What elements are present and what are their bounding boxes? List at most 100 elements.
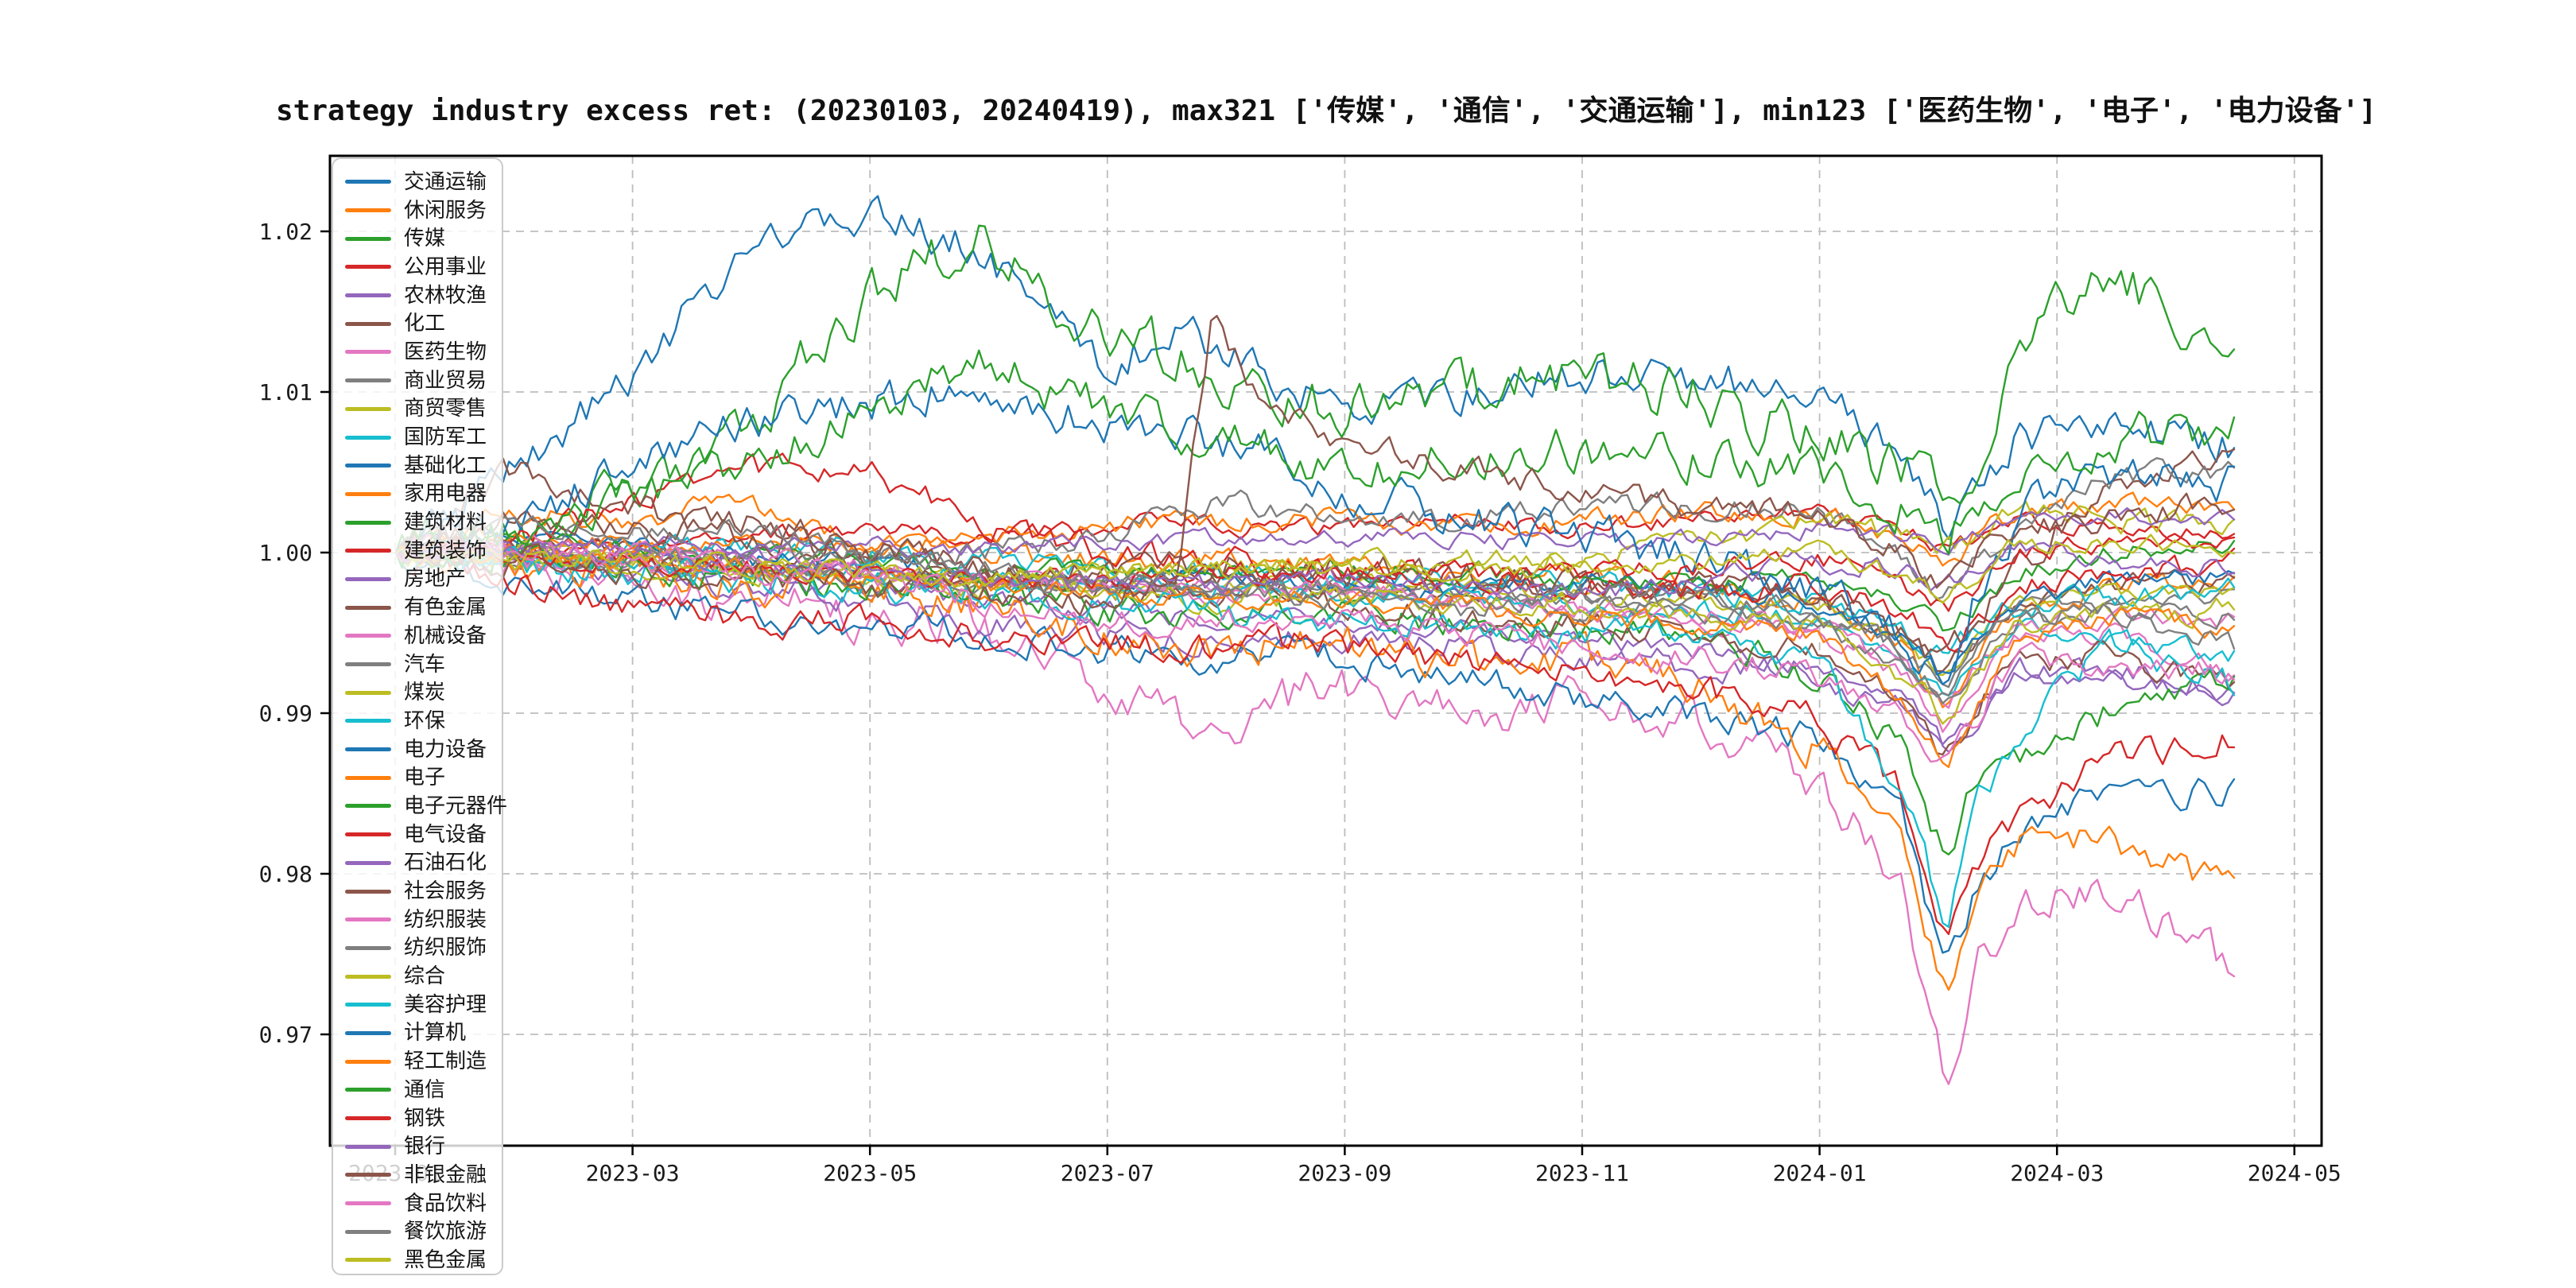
legend-swatch-line (345, 1229, 391, 1234)
legend-item: 电力设备 (333, 735, 502, 764)
x-tick-label: 2023-03 (586, 1160, 680, 1186)
series-line (394, 452, 2236, 653)
legend-swatch-line (345, 719, 391, 724)
series-line (394, 349, 2236, 568)
legend-item-label: 钢铁 (404, 1106, 446, 1131)
legend-swatch-line (345, 265, 391, 270)
series-line (394, 379, 2236, 676)
legend-item-label: 非银金融 (404, 1162, 487, 1187)
legend-item: 国防军工 (333, 423, 502, 452)
legend-item-label: 纺织服装 (404, 907, 487, 932)
legend-item: 商贸零售 (333, 395, 502, 424)
legend-swatch-line (345, 321, 391, 326)
legend-swatch-line (345, 435, 391, 440)
legend-item-label: 机械设备 (404, 623, 487, 648)
legend-swatch-line (345, 406, 391, 411)
legend-swatch-line (345, 662, 391, 667)
legend-swatch-line (345, 974, 391, 979)
legend-swatch-line (345, 860, 391, 865)
legend-swatch-line (345, 804, 391, 809)
legend-swatch-line (345, 634, 391, 638)
legend-item-label: 轻工制造 (404, 1049, 487, 1074)
legend-item: 建筑材料 (333, 508, 502, 537)
y-tick-label: 1.01 (259, 379, 312, 405)
legend-swatch-line (345, 1116, 391, 1121)
y-tick-label: 1.02 (259, 219, 312, 245)
legend-item-label: 国防军工 (404, 425, 487, 450)
legend-item: 非银金融 (333, 1161, 502, 1189)
series-line (394, 515, 2236, 698)
legend-swatch-line (345, 180, 391, 184)
legend-swatch-line (345, 889, 391, 894)
legend-item: 纺织服饰 (333, 934, 502, 963)
legend-swatch-line (345, 1144, 391, 1149)
legend-item-label: 建筑材料 (404, 510, 487, 535)
legend-swatch-line (345, 832, 391, 837)
y-tick-label: 0.99 (259, 700, 312, 727)
legend-item: 电子元器件 (333, 792, 507, 821)
legend-swatch-line (345, 236, 391, 241)
chart-title: strategy industry excess ret: (20230103,… (276, 95, 2376, 127)
series-lines (394, 195, 2236, 1085)
legend-item-label: 社会服务 (404, 879, 487, 904)
legend-swatch-line (345, 1173, 391, 1177)
axes-spines (328, 154, 2323, 1147)
legend-item-label: 银行 (404, 1135, 446, 1159)
legend-swatch-line (345, 549, 391, 553)
legend-swatch-line (345, 1258, 391, 1263)
legend-item-label: 交通运输 (404, 169, 487, 194)
legend-item-label: 传媒 (404, 227, 446, 251)
legend-item-label: 纺织服饰 (404, 936, 487, 960)
legend-item-label: 汽车 (404, 652, 446, 677)
x-tick-label: 2024-05 (2248, 1160, 2341, 1186)
legend-swatch-line (345, 1030, 391, 1035)
series-line (394, 506, 2236, 562)
legend-item-label: 公用事业 (404, 254, 487, 279)
legend-item-label: 电子元器件 (404, 793, 508, 818)
legend-swatch-line (345, 350, 391, 355)
legend-item-label: 计算机 (404, 1021, 467, 1046)
legend-item: 交通运输 (333, 168, 502, 196)
legend-item: 家用电器 (333, 480, 502, 509)
legend-item: 综合 (333, 962, 502, 991)
legend-swatch-line (345, 520, 391, 525)
legend: 交通运输 休闲服务 传媒 公用事业 农林牧渔 化工 医药生物 商业贸易 商贸零售 国防军工 基础化工… (332, 157, 507, 1275)
legend-item-label: 基础化工 (404, 453, 487, 478)
y-tick-label: 0.97 (259, 1022, 312, 1048)
legend-item-label: 休闲服务 (404, 198, 487, 223)
legend-swatch-line (345, 1003, 391, 1007)
legend-swatch-line (345, 378, 391, 383)
legend-swatch-line (345, 747, 391, 752)
legend-item: 纺织服装 (333, 906, 502, 934)
legend-swatch-line (345, 690, 391, 695)
series-line (394, 542, 2236, 855)
series-line (394, 224, 2236, 576)
legend-item: 环保 (333, 707, 502, 735)
legend-swatch-line (345, 1088, 391, 1092)
legend-item-label: 化工 (404, 312, 446, 336)
legend-item: 基础化工 (333, 452, 502, 480)
legend-item: 煤炭 (333, 678, 502, 707)
legend-swatch-line (345, 605, 391, 610)
legend-item: 社会服务 (333, 877, 502, 906)
legend-item: 电气设备 (333, 821, 502, 849)
series-line (394, 546, 2236, 936)
legend-item: 餐饮旅游 (333, 1217, 502, 1246)
series-line (394, 506, 2236, 756)
legend-item-label: 商贸零售 (404, 397, 487, 421)
legend-item-label: 煤炭 (404, 681, 446, 705)
legend-item-label: 有色金属 (404, 596, 487, 620)
legend-item-label: 黑色金属 (404, 1247, 487, 1272)
x-tick-label: 2023-07 (1061, 1160, 1154, 1186)
x-tick-label: 2024-03 (2010, 1160, 2104, 1186)
legend-swatch-line (345, 945, 391, 950)
legend-item: 房地产 (333, 565, 502, 594)
legend-item: 休闲服务 (333, 196, 502, 225)
legend-item: 轻工制造 (333, 1047, 502, 1076)
y-tick-label: 1.00 (259, 540, 312, 566)
legend-item: 化工 (333, 309, 502, 338)
legend-item: 公用事业 (333, 253, 502, 281)
legend-item-label: 综合 (404, 964, 446, 989)
legend-swatch-line (345, 293, 391, 298)
